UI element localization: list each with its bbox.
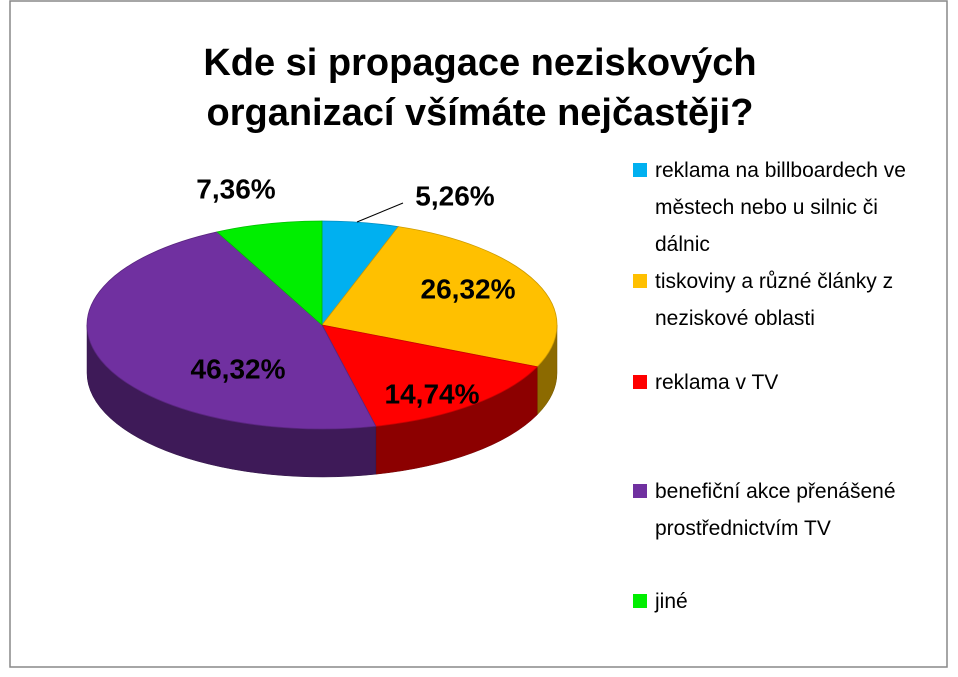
legend-item: reklama v TV <box>633 364 933 401</box>
legend-swatch <box>633 375 647 389</box>
legend-item: tiskoviny a různé články z neziskové obl… <box>633 263 933 337</box>
data-label: 26,32% <box>421 273 516 304</box>
pie-slice <box>216 220 323 326</box>
legend-label: tiskoviny a různé články z neziskové obl… <box>655 270 894 330</box>
chart-title: Kde si propagace neziskových organizací … <box>203 42 757 134</box>
legend-label: jiné <box>655 590 688 613</box>
data-label: 5,26% <box>415 180 494 211</box>
legend-swatch <box>633 274 647 288</box>
data-label: 14,74% <box>385 378 480 409</box>
pie-slice <box>321 324 539 427</box>
pie-slice <box>86 231 377 430</box>
data-label: 7,36% <box>196 173 275 204</box>
legend-swatch <box>633 484 647 498</box>
legend-item: jiné <box>633 583 933 620</box>
leader-line <box>356 202 404 223</box>
data-label: 46,32% <box>191 353 286 384</box>
legend-label: reklama na billboardech ve městech nebo … <box>655 159 906 256</box>
legend-swatch <box>633 594 647 608</box>
legend-label: reklama v TV <box>655 371 779 394</box>
pie-slice <box>321 226 558 368</box>
legend-item: benefiční akce přenášené prostřednictvím… <box>633 473 933 547</box>
legend-swatch <box>633 163 647 177</box>
legend-label: benefiční akce přenášené prostřednictvím… <box>655 480 896 540</box>
legend-item: reklama na billboardech ve městech nebo … <box>633 152 933 263</box>
